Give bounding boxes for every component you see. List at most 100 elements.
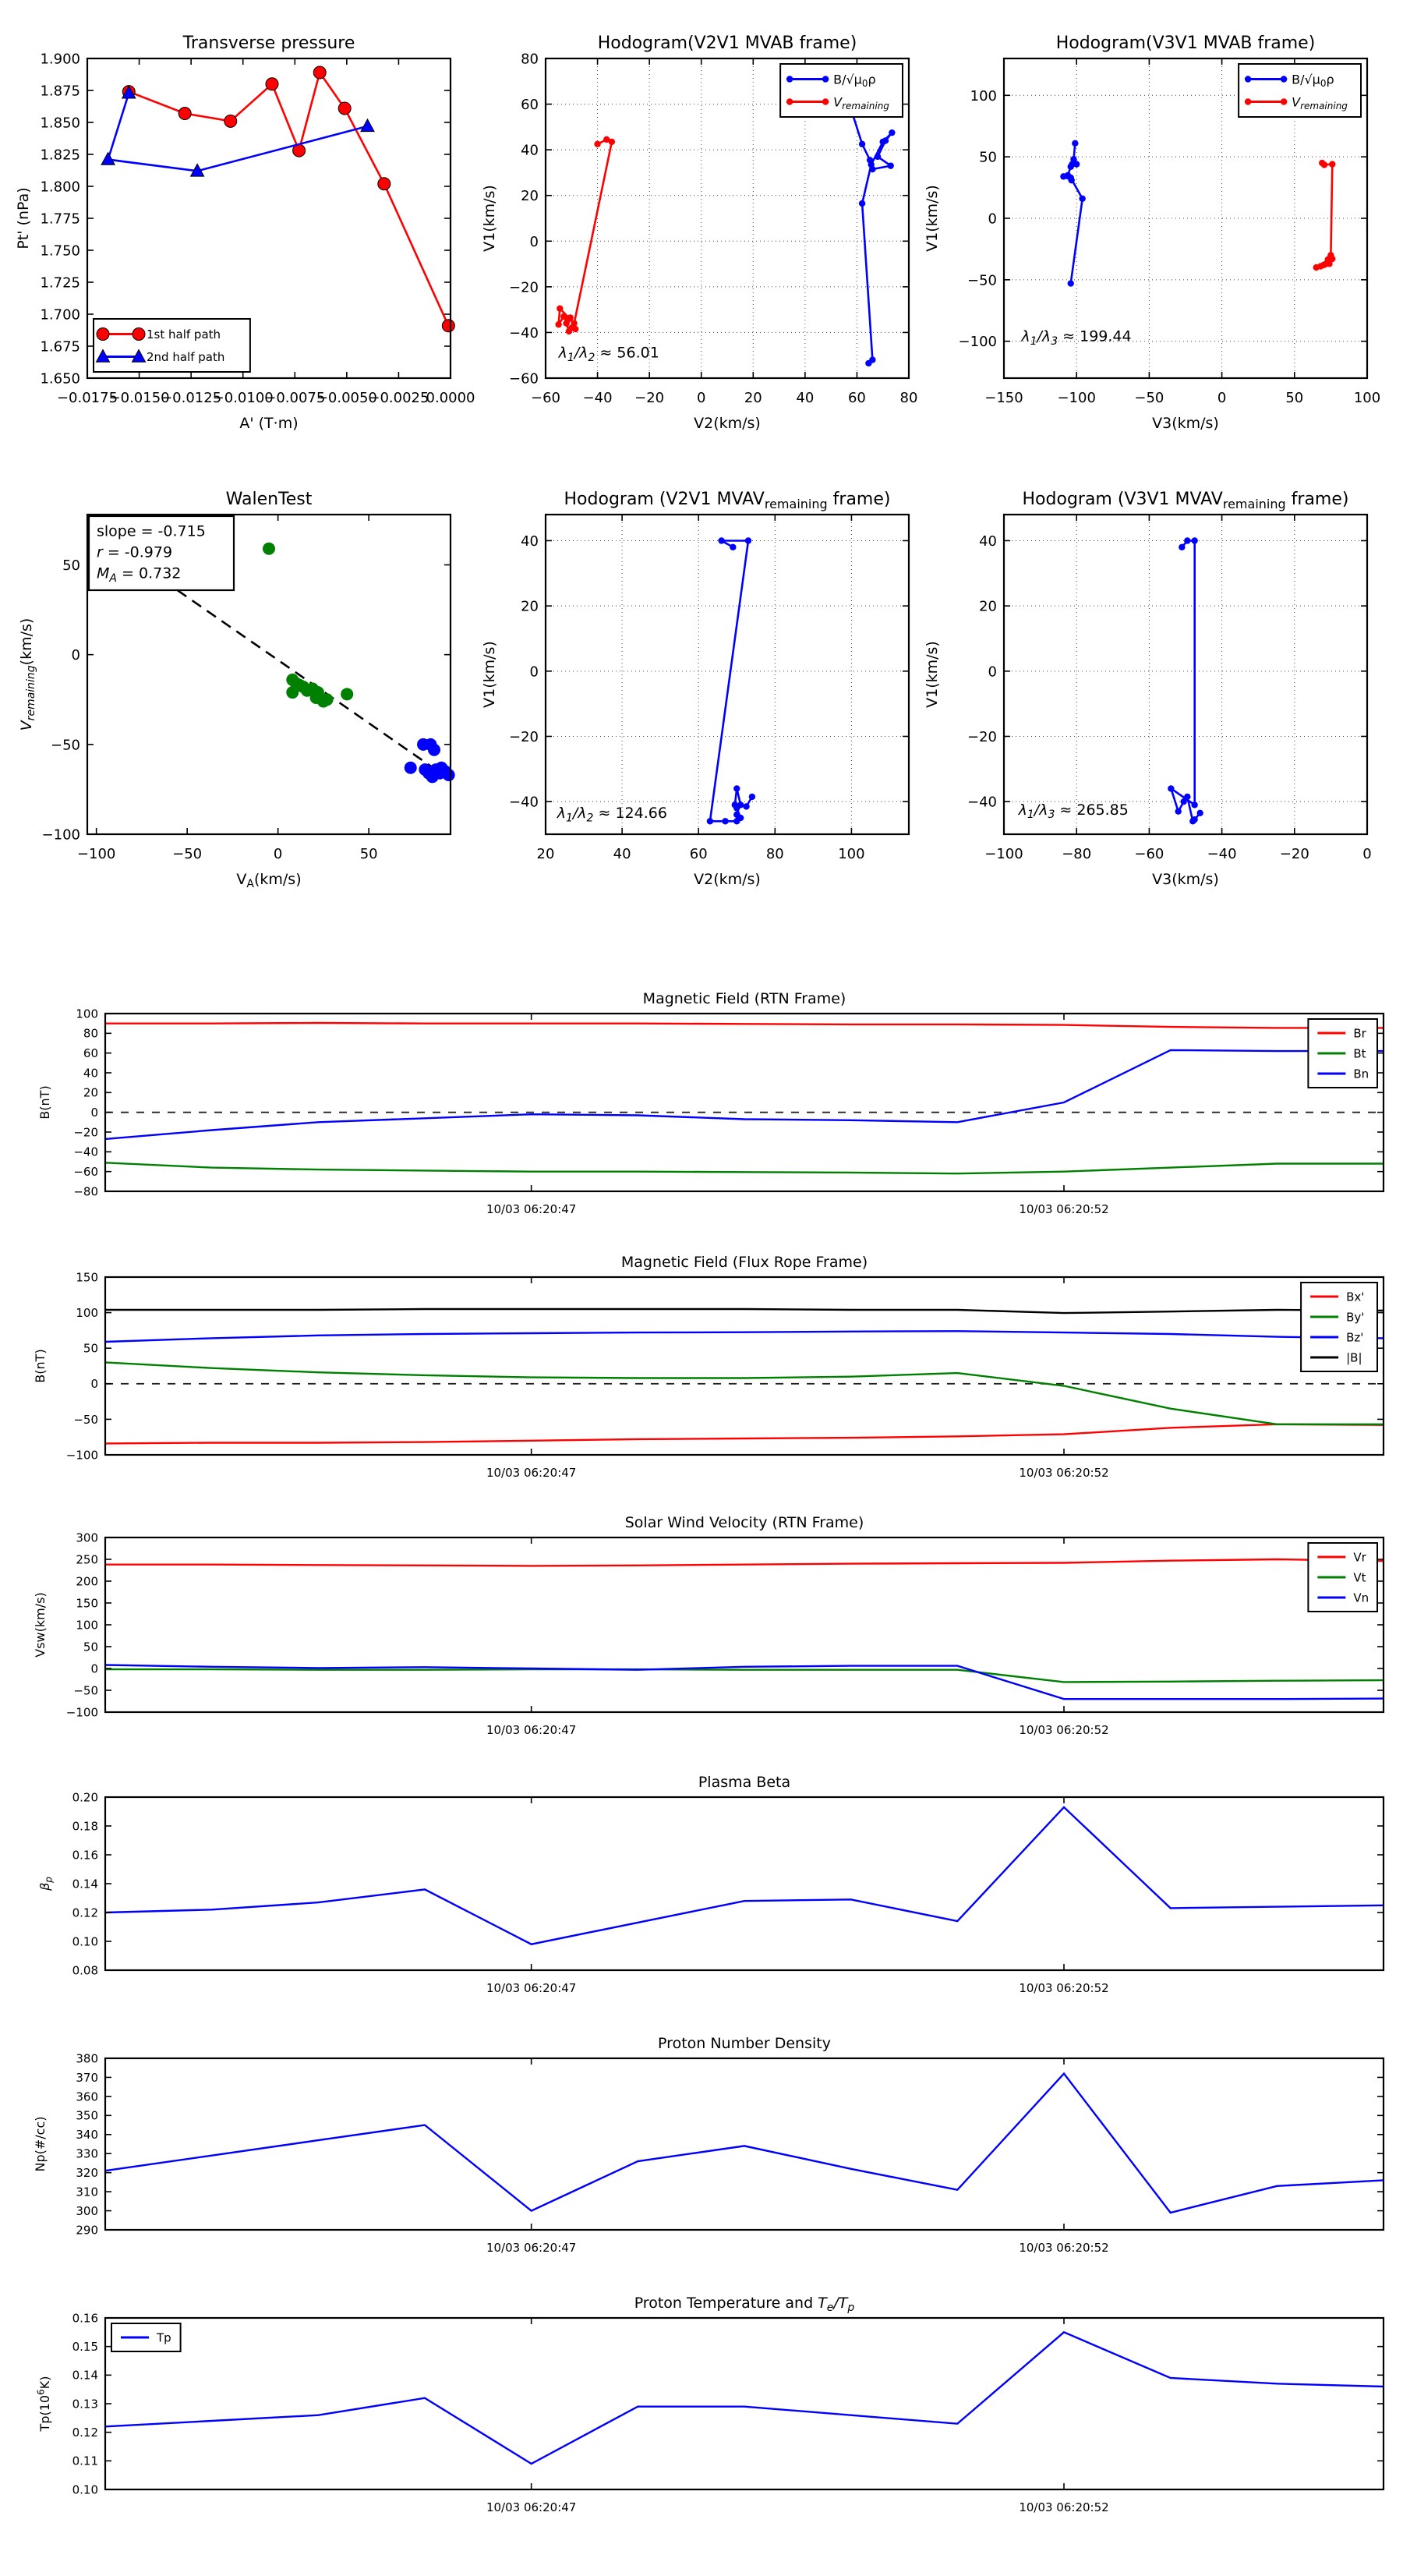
y-tick-label: −50 <box>51 737 80 753</box>
y-axis-label-right: V1(km/s) <box>924 641 941 708</box>
y-tick-label: −50 <box>73 1683 98 1697</box>
x-tick-label: 0 <box>697 390 705 406</box>
y-tick-label: 320 <box>76 2166 98 2180</box>
y-tick-label: 0 <box>530 234 539 250</box>
y-tick-label: 0.12 <box>72 2426 98 2440</box>
legend-label: B/√μ0ρ <box>1292 72 1334 89</box>
legend: B/√μ0ρ Vremaining <box>1238 63 1362 118</box>
x-tick-label: 10/03 06:20:47 <box>486 1723 576 1737</box>
x-tick-label: 10/03 06:20:47 <box>486 1202 576 1216</box>
series-group <box>104 1021 1384 1175</box>
y-tick-label: 300 <box>76 2204 98 2218</box>
annotation: λ1/λ3 ≈ 265.85 <box>1018 801 1129 821</box>
y-tick-label: 20 <box>979 599 997 615</box>
x-tick-label: 50 <box>360 846 378 862</box>
y-tick-label: −60 <box>509 370 539 387</box>
y-tick-label: 20 <box>83 1086 98 1100</box>
x-tick-label: 20 <box>537 846 555 862</box>
y-tick-label: 0 <box>530 663 539 680</box>
y-tick-label: 250 <box>76 1552 98 1566</box>
y-tick-label: −20 <box>509 729 539 745</box>
legend-label: |B| <box>1346 1350 1362 1364</box>
chart-title: Hodogram (V2V1 MVAVremaining frame) <box>564 490 891 511</box>
y-tick-label: 1.650 <box>40 370 80 387</box>
proton-density-panel: 10/03 06:20:47 10/03 06:20:52 290 300 310 320… <box>33 2035 1385 2255</box>
transverse-pressure-panel: −0.0175−0.0150−0.0125−0.0100−0.0075−0.00… <box>15 34 475 432</box>
series-2nd half path <box>106 92 368 172</box>
legend-label: Vt <box>1353 1570 1366 1584</box>
x-tick-label: −100 <box>984 846 1023 862</box>
series-group <box>104 1307 1384 1445</box>
x-tick-label: 40 <box>796 390 814 406</box>
annotation: λ1/λ2 ≈ 56.01 <box>558 345 659 364</box>
y-tick-label: 370 <box>76 2071 98 2085</box>
y-tick-label: 50 <box>62 557 80 574</box>
legend-label: B/√μ0ρ <box>833 72 876 89</box>
legend-label: Vremaining <box>1292 94 1348 111</box>
y-tick-label: 1.875 <box>40 83 80 99</box>
series-B/sqrt(mu0 rho) <box>845 94 893 364</box>
x-tick-label: −60 <box>1134 846 1164 862</box>
y-tick-label: 0 <box>988 663 997 680</box>
y-tick-label: 1.700 <box>40 306 80 323</box>
series-1st half path <box>128 69 450 327</box>
y-tick-label: 0.16 <box>72 1848 98 1862</box>
legend: Br Bt Bn <box>1307 1018 1379 1088</box>
x-tick-label: 100 <box>1354 390 1380 406</box>
y-tick-label: 80 <box>521 51 539 67</box>
legend-label: Vr <box>1353 1550 1366 1564</box>
series-Br <box>105 1021 1384 1029</box>
x-tick-label: 10/03 06:20:52 <box>1019 1466 1108 1480</box>
chart-title: Magnetic Field (Flux Rope Frame) <box>621 1254 868 1271</box>
hodogram-v3v1-mvab-panel: −150 −100 −50 0 50 100 −100 −50 0 50 100 Hodogram(V… <box>959 34 1381 432</box>
series-beta_p <box>104 1806 1384 1945</box>
chart-title: Solar Wind Velocity (RTN Frame) <box>625 1514 864 1531</box>
legend-label: Bt <box>1353 1046 1366 1060</box>
y-tick-label: 20 <box>521 188 539 204</box>
x-tick-label: −0.0125 <box>161 390 221 406</box>
legend-label: 2nd half path <box>147 350 224 364</box>
proton-temp-panel: 10/03 06:20:47 10/03 06:20:52 0.10 0.11 0.12… <box>35 2295 1385 2514</box>
series-Vn <box>104 1664 1384 1700</box>
series-group <box>104 2330 1384 2465</box>
y-tick-label: 50 <box>979 150 997 166</box>
y-tick-label: 1.775 <box>40 211 80 227</box>
y-tick-label: 0.11 <box>72 2454 98 2468</box>
x-tick-label: −20 <box>634 390 664 406</box>
x-tick-label: −0.0150 <box>109 390 170 406</box>
stats-box: slope = -0.715 r = -0.979 MA = 0.732 <box>87 515 235 592</box>
x-tick-label: −0.0075 <box>264 390 325 406</box>
chart-title: Hodogram(V3V1 MVAB frame) <box>1056 34 1316 53</box>
y-axis-label: Vsw(km/s) <box>33 1592 48 1657</box>
x-axis-label: A' (T·m) <box>239 415 298 432</box>
x-tick-label: 40 <box>613 846 631 862</box>
y-tick-label: 0.14 <box>72 2369 98 2383</box>
series-Bz' <box>104 1330 1384 1343</box>
y-axis-label: B(nT) <box>33 1349 48 1382</box>
annotation: λ1/λ2 ≈ 124.66 <box>557 805 667 824</box>
y-tick-label: 0.12 <box>72 1905 98 1920</box>
chart-title: Magnetic Field (RTN Frame) <box>643 990 846 1007</box>
x-tick-label: 60 <box>848 390 866 406</box>
y-tick-label: 100 <box>970 88 997 104</box>
y-tick-label: 50 <box>83 1640 98 1654</box>
y-tick-label: 0 <box>72 647 80 663</box>
y-tick-label: −40 <box>509 325 539 341</box>
y-tick-label: −20 <box>73 1125 98 1139</box>
y-tick-label: −20 <box>967 729 997 745</box>
x-tick-label: −100 <box>77 846 115 862</box>
y-tick-label: −50 <box>967 272 997 288</box>
x-tick-label: 60 <box>690 846 708 862</box>
y-tick-label: 1.800 <box>40 179 80 195</box>
y-tick-label: 360 <box>76 2089 98 2104</box>
series-V remaining <box>1316 162 1334 269</box>
x-tick-label: 10/03 06:20:52 <box>1019 1981 1108 1995</box>
x-tick-label: −100 <box>1057 390 1095 406</box>
y-tick-label: 150 <box>76 1270 98 1284</box>
stats-line: r = -0.979 <box>97 544 172 561</box>
y-axis-label-right: V1(km/s) <box>924 185 941 252</box>
x-axis-label: V2(km/s) <box>694 415 761 432</box>
series-Vt <box>105 1668 1384 1683</box>
x-tick-label: −60 <box>531 390 560 406</box>
x-tick-label: −0.0025 <box>368 390 429 406</box>
